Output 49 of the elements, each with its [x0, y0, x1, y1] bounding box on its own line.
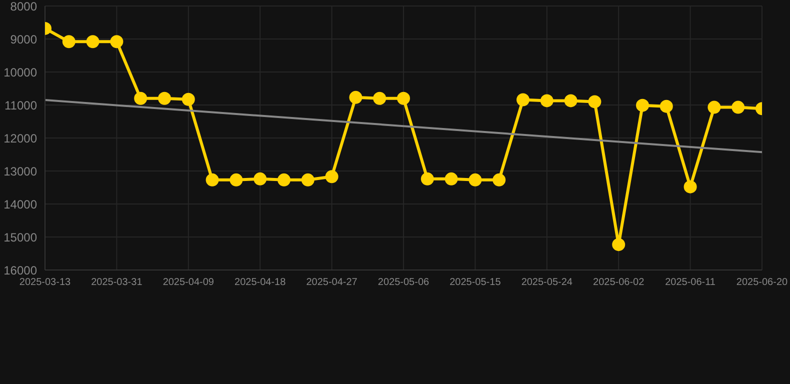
point	[612, 238, 626, 252]
point	[86, 35, 100, 48]
point	[110, 35, 124, 48]
point	[278, 173, 290, 186]
x-tick-label: 2025-04-09	[162, 277, 214, 288]
y-tick-label: 14000	[4, 197, 38, 212]
point	[349, 90, 362, 104]
point	[468, 173, 482, 186]
point	[684, 180, 697, 194]
x-tick-label: 2025-06-11	[665, 277, 716, 288]
point	[588, 95, 602, 108]
x-tick-label: 2025-03-13	[19, 277, 72, 288]
point	[516, 93, 530, 106]
point	[636, 98, 649, 112]
point	[660, 100, 673, 113]
point	[732, 100, 745, 114]
y-tick-label: 9000	[10, 32, 38, 46]
x-tick-label: 2025-04-18	[234, 277, 286, 288]
point	[444, 172, 458, 186]
point	[301, 173, 314, 186]
point	[564, 94, 578, 108]
point	[182, 92, 195, 106]
y-tick-label: 10000	[4, 65, 38, 80]
x-tick-label: 2025-05-06	[378, 277, 430, 288]
y-tick-label: 13000	[4, 164, 38, 178]
point	[134, 92, 148, 105]
point	[540, 94, 554, 108]
y-tick-label: 15000	[4, 230, 38, 244]
x-tick-label: 2025-05-15	[450, 277, 502, 288]
x-tick-label: 2025-06-02	[593, 277, 645, 288]
point	[397, 92, 410, 105]
y-tick-label: 8000	[10, 0, 38, 14]
point	[708, 100, 721, 114]
point	[373, 92, 386, 105]
point	[62, 35, 76, 48]
point	[254, 172, 267, 186]
x-tick-label: 2025-06-20	[736, 277, 788, 288]
point	[420, 172, 434, 186]
point	[325, 170, 338, 184]
point	[492, 173, 506, 186]
y-tick-label: 11000	[4, 98, 38, 112]
x-tick-label: 2025-03-31	[91, 277, 143, 288]
x-tick-label: 2025-05-24	[521, 277, 573, 288]
point	[230, 173, 243, 186]
point	[206, 173, 219, 186]
y-tick-label: 12000	[4, 131, 38, 146]
point	[158, 92, 171, 105]
x-tick-label: 2025-04-27	[306, 277, 358, 288]
y-tick-label: 16000	[4, 263, 38, 278]
